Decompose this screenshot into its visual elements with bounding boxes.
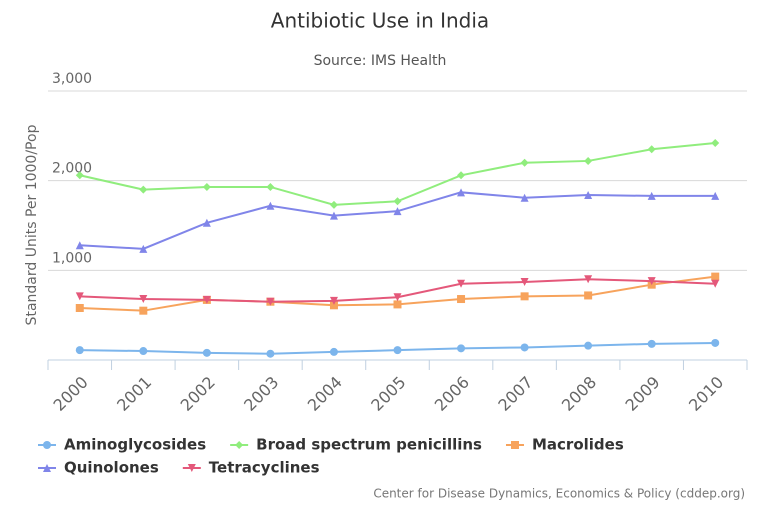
y-tick-label: 3,000 [52,71,92,87]
marker [266,297,275,306]
marker [266,201,275,210]
marker [584,156,593,165]
marker [711,338,720,347]
x-tick-label: 2010 [685,373,727,415]
x-tick-label: 2003 [240,373,282,415]
marker [711,272,720,281]
marker [266,182,275,191]
marker [584,291,593,300]
marker [647,191,656,200]
marker [43,464,51,472]
marker [393,300,402,309]
marker [139,306,148,315]
marker [711,191,720,200]
x-tick-label: 2004 [304,373,346,415]
marker [584,191,593,200]
x-tick-label: 2008 [558,373,600,415]
x-tick-label: 2009 [621,373,663,415]
marker [75,241,84,250]
marker [329,200,338,209]
x-tick-label: 2006 [431,373,473,415]
legend-item: Broad spectrum penicillins [230,436,482,454]
marker [329,211,338,220]
marker [329,301,338,310]
legend-item: Aminoglycosides [38,436,206,454]
legend-item: Macrolides [505,436,624,454]
y-axis-label: Standard Units Per 1000/Pop [24,124,40,325]
legend-item: Quinolones [38,459,159,477]
chart-subtitle: Source: IMS Health [314,53,447,69]
marker [139,244,148,253]
marker [584,275,593,284]
marker [202,348,211,357]
marker [584,341,593,350]
x-tick-label: 2000 [50,373,92,415]
marker [139,295,148,304]
marker [393,293,402,302]
x-tick-label: 2002 [177,373,219,415]
legend-item: Tetracyclines [182,459,320,477]
marker [329,347,338,356]
x-tick-label: 2001 [113,373,155,415]
marker [647,277,656,286]
x-tick-label: 2005 [367,373,409,415]
marker [202,218,211,227]
marker [647,339,656,348]
marker [139,347,148,356]
marker [647,145,656,154]
marker [43,441,51,449]
marker [139,185,148,194]
marker [520,158,529,167]
marker [510,441,519,449]
marker [75,171,84,180]
y-tick-label: 2,000 [52,161,92,177]
marker [393,207,402,216]
marker [202,182,211,191]
marker [393,197,402,206]
legend-label: Aminoglycosides [64,436,206,454]
marker [457,171,466,180]
marker [393,346,402,355]
legend-label: Quinolones [64,459,159,477]
marker [75,292,84,301]
marker [187,464,196,472]
legend-label: Broad spectrum penicillins [256,436,482,454]
legend-label: Macrolides [532,436,624,454]
chart-title: Antibiotic Use in India [271,9,489,33]
marker [520,193,529,202]
marker [457,188,466,197]
marker [457,279,466,288]
marker [711,279,720,288]
marker [329,296,338,305]
marker [235,441,244,449]
marker [202,295,211,304]
marker [266,349,275,358]
marker [520,277,529,286]
marker [75,346,84,355]
marker [520,292,529,301]
legend-label: Tetracyclines [209,459,320,477]
marker [457,344,466,353]
marker [457,295,466,304]
marker [711,139,720,148]
credit: Center for Disease Dynamics, Economics &… [373,487,745,501]
marker [520,343,529,352]
x-tick-label: 2007 [494,373,536,415]
marker [75,303,84,312]
y-tick-label: 1,000 [52,250,92,266]
